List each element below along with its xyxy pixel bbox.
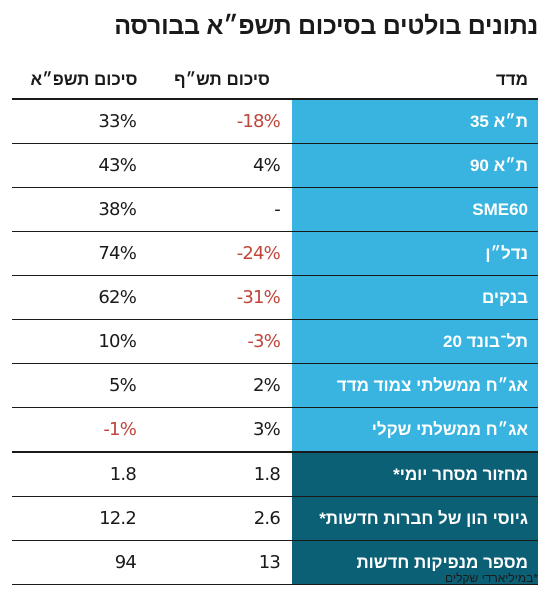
index-name: נדל״ן <box>292 231 538 276</box>
value-previous: -18% <box>142 99 292 144</box>
value-previous: 13 <box>142 540 292 585</box>
table-row: 62% -31% בנקים <box>12 275 538 320</box>
value-previous: 2% <box>142 363 292 408</box>
value-current: 1.8 <box>12 452 142 497</box>
column-header-year-previous: סיכום תש״ף <box>142 62 292 100</box>
value-current: 94 <box>12 540 142 585</box>
value-current: 33% <box>12 99 142 144</box>
metric-name: גיוסי הון של חברות חדשות* <box>292 496 538 541</box>
value-previous: - <box>142 187 292 232</box>
index-name: בנקים <box>292 275 538 320</box>
value-previous: 2.6 <box>142 496 292 541</box>
index-name: SME60 <box>292 187 538 232</box>
metric-name: מספר מנפיקות חדשות <box>292 540 538 585</box>
value-previous: 3% <box>142 407 292 453</box>
table-row: 33% -18% ת״א 35 <box>12 99 538 144</box>
value-previous: -24% <box>142 231 292 276</box>
footnote: *במיליארדי שקלים <box>445 571 538 585</box>
table-row: 1.8 1.8 מחזור מסחר יומי* <box>12 452 538 497</box>
value-current: 10% <box>12 319 142 364</box>
metric-name: מחזור מסחר יומי* <box>292 452 538 497</box>
column-header-year-current: סיכום תשפ״א <box>12 62 142 100</box>
value-previous: 1.8 <box>142 452 292 497</box>
value-current: 74% <box>12 231 142 276</box>
value-current: -1% <box>12 407 142 453</box>
index-name: ת״א 35 <box>292 99 538 144</box>
index-name: תל־בונד 20 <box>292 319 538 364</box>
value-previous: 4% <box>142 143 292 188</box>
data-table-wrapper: סיכום תשפ״א סיכום תש״ף מדד 33% -18% ת״א … <box>12 62 538 585</box>
index-name: אג״ח ממשלתי שקלי <box>292 407 538 453</box>
data-table: סיכום תשפ״א סיכום תש״ף מדד 33% -18% ת״א … <box>12 62 538 585</box>
table-row: 43% 4% ת״א 90 <box>12 143 538 188</box>
index-name: אג״ח ממשלתי צמוד מדד <box>292 363 538 408</box>
index-name: ת״א 90 <box>292 143 538 188</box>
value-previous: -3% <box>142 319 292 364</box>
value-previous: -31% <box>142 275 292 320</box>
value-current: 5% <box>12 363 142 408</box>
table-row: 12.2 2.6 גיוסי הון של חברות חדשות* <box>12 496 538 541</box>
table-row: 5% 2% אג״ח ממשלתי צמוד מדד <box>12 363 538 408</box>
value-current: 38% <box>12 187 142 232</box>
value-current: 12.2 <box>12 496 142 541</box>
table-row: 94 13 מספר מנפיקות חדשות <box>12 540 538 585</box>
table-header-row: סיכום תשפ״א סיכום תש״ף מדד <box>12 62 538 100</box>
table-row: 74% -24% נדל״ן <box>12 231 538 276</box>
table-row: -1% 3% אג״ח ממשלתי שקלי <box>12 407 538 453</box>
value-current: 62% <box>12 275 142 320</box>
column-header-index: מדד <box>292 62 538 100</box>
table-row: 38% - SME60 <box>12 187 538 232</box>
table-row: 10% -3% תל־בונד 20 <box>12 319 538 364</box>
page-title: נתונים בולטים בסיכום תשפ״א בבורסה <box>114 12 538 40</box>
value-current: 43% <box>12 143 142 188</box>
